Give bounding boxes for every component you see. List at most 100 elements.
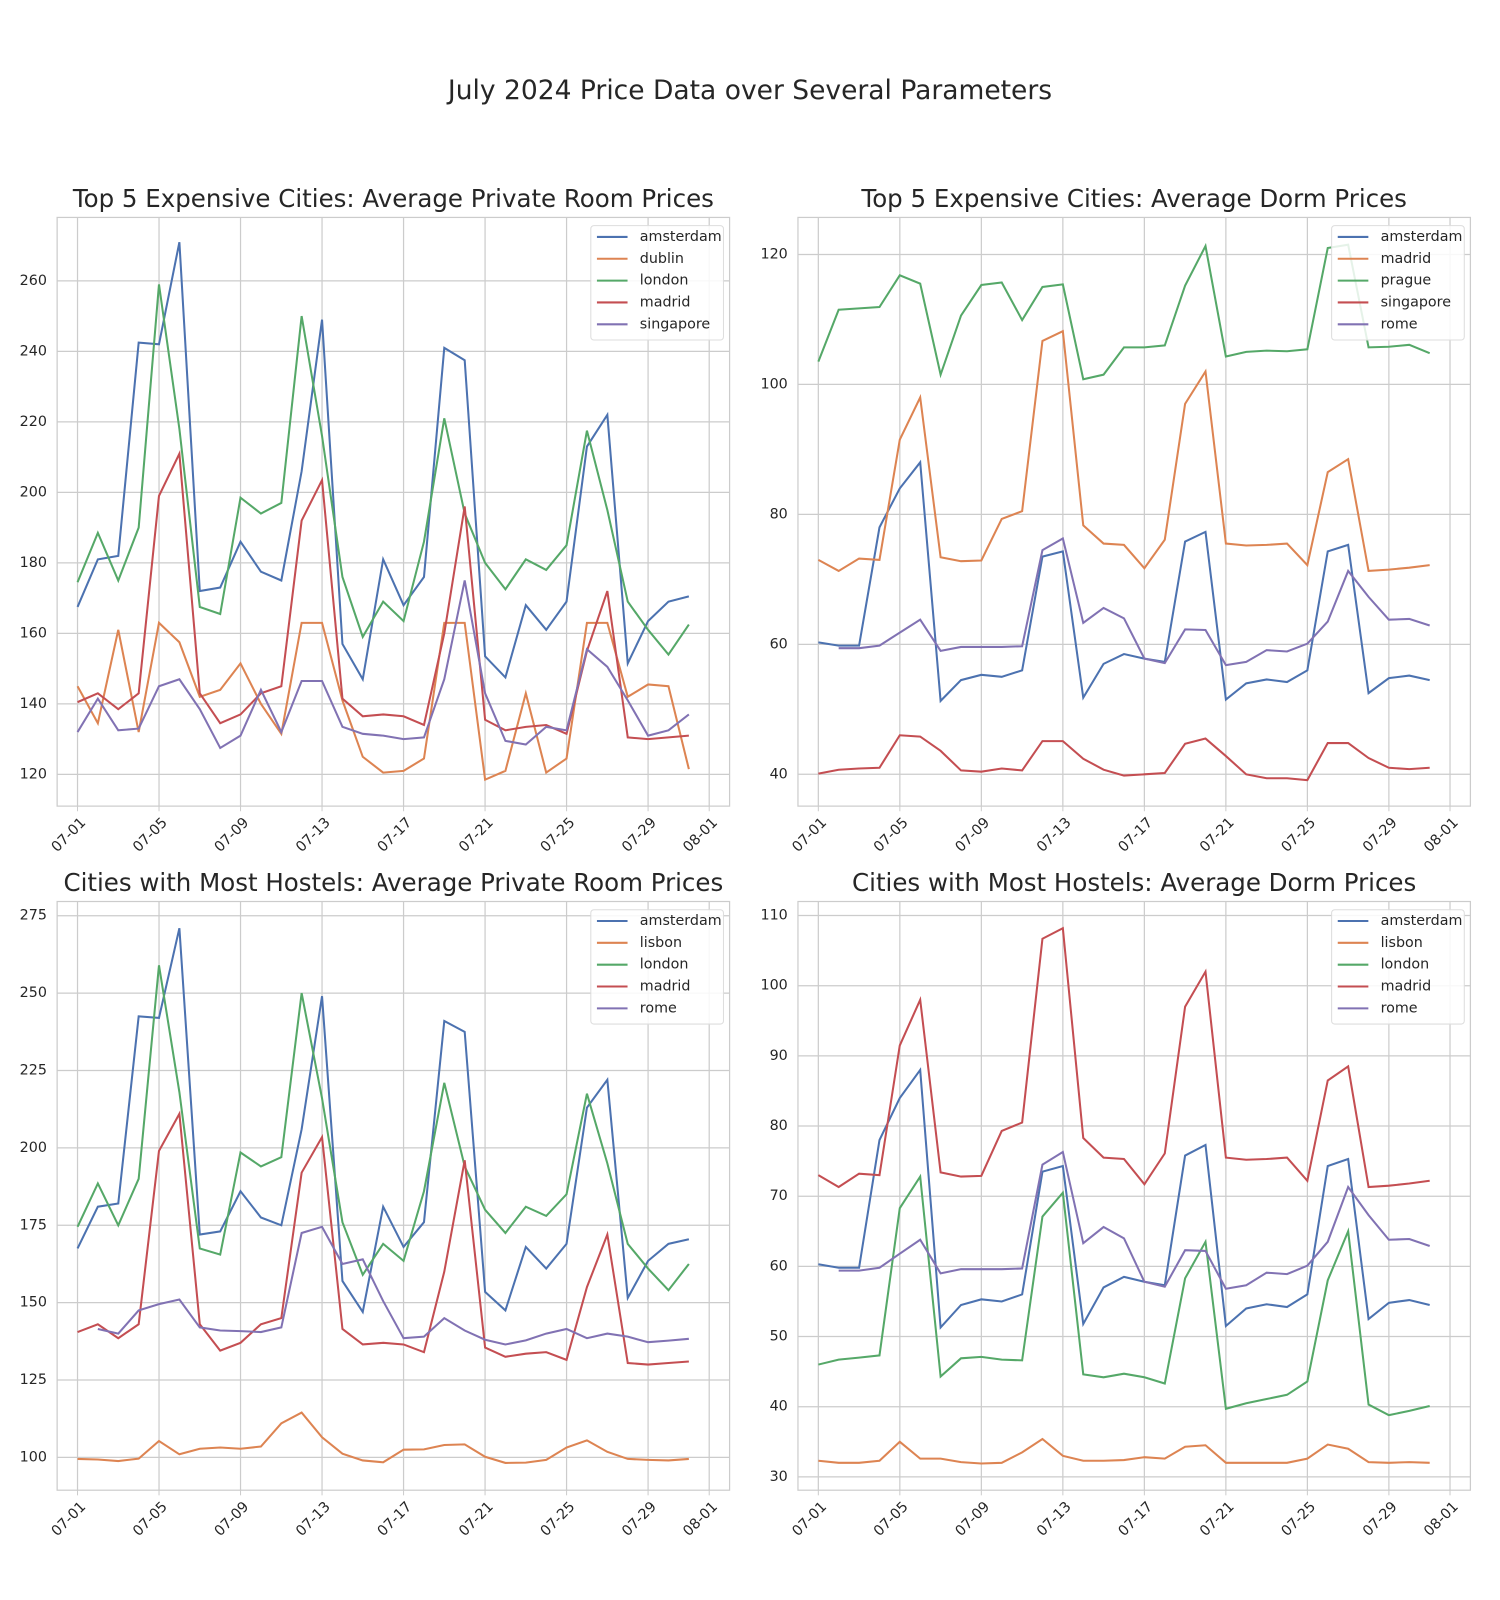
legend-label: london	[640, 273, 689, 289]
series-line	[76, 580, 690, 750]
y-tick-label: 40	[770, 1399, 788, 1415]
y-tick-label: 180	[20, 555, 47, 571]
legend-label: amsterdam	[640, 229, 722, 245]
y-tick-label: 200	[20, 1140, 47, 1156]
x-tick-label: 07-01	[789, 815, 830, 856]
x-tick-label: 07-05	[871, 1499, 912, 1540]
y-tick-label: 220	[20, 414, 47, 430]
series-line	[76, 284, 690, 657]
legend-label: amsterdam	[640, 913, 722, 929]
x-tick-label: 07-21	[1197, 1499, 1238, 1540]
x-tick-label: 07-25	[1279, 1499, 1320, 1540]
x-tick-label: 07-25	[538, 815, 579, 856]
legend-label: rome	[1381, 316, 1418, 332]
x-tick-label: 07-29	[1360, 815, 1401, 856]
series-line	[97, 1225, 689, 1346]
legend-label: madrid	[1381, 251, 1432, 267]
legend-label: london	[1381, 957, 1430, 973]
legend-label: rome	[1381, 1000, 1418, 1016]
y-tick-label: 60	[770, 1258, 788, 1274]
series-line	[818, 1173, 1430, 1417]
x-tick-label: 07-05	[871, 815, 912, 856]
x-tick-label: 07-01	[49, 1499, 90, 1540]
series-line	[818, 1067, 1430, 1330]
y-tick-label: 125	[20, 1372, 47, 1388]
x-tick-label: 07-09	[212, 1499, 253, 1540]
x-tick-label: 07-09	[952, 815, 993, 856]
series-line	[76, 965, 690, 1292]
x-tick-label: 07-13	[293, 815, 334, 856]
x-tick-label: 08-01	[1421, 1499, 1462, 1540]
x-tick-label: 07-21	[456, 815, 497, 856]
x-tick-label: 07-05	[130, 815, 171, 856]
y-tick-label: 250	[20, 985, 47, 1001]
x-tick-label: 07-21	[456, 1499, 497, 1540]
y-tick-label: 110	[760, 908, 787, 924]
legend-label: lisbon	[640, 935, 682, 951]
legend-label: madrid	[640, 979, 691, 995]
y-tick-label: 150	[20, 1295, 47, 1311]
x-tick-label: 07-05	[130, 1499, 171, 1540]
series-line	[818, 734, 1430, 782]
legend-box	[1331, 909, 1465, 1025]
legend-label: london	[640, 957, 689, 973]
series-line	[77, 1411, 689, 1464]
x-tick-label: 07-25	[538, 1499, 579, 1540]
legend-label: dublin	[640, 251, 684, 267]
series-line	[76, 241, 690, 683]
y-tick-label: 175	[20, 1217, 47, 1233]
legend-label: rome	[640, 1000, 677, 1016]
x-tick-label: 07-13	[1034, 815, 1075, 856]
x-tick-label: 08-01	[680, 1499, 721, 1540]
x-tick-label: 07-13	[1034, 1499, 1075, 1540]
y-tick-label: 50	[770, 1329, 788, 1345]
y-tick-label: 275	[20, 908, 47, 924]
x-tick-label: 07-13	[293, 1499, 334, 1540]
chart-title: Cities with Most Hostels: Average Privat…	[63, 868, 723, 897]
y-tick-label: 100	[20, 1449, 47, 1465]
x-tick-label: 07-25	[1279, 815, 1320, 856]
y-tick-label: 70	[770, 1188, 788, 1204]
x-tick-label: 08-01	[680, 815, 721, 856]
x-tick-label: 07-29	[1360, 1499, 1401, 1540]
legend-label: amsterdam	[1381, 229, 1463, 245]
x-tick-label: 07-29	[619, 1499, 660, 1540]
series-line	[838, 1150, 1431, 1290]
y-tick-label: 225	[20, 1062, 47, 1078]
y-tick-label: 100	[760, 978, 787, 994]
y-tick-label: 120	[760, 246, 787, 262]
series-line	[76, 927, 690, 1315]
legend-label: madrid	[1381, 979, 1432, 995]
x-tick-label: 07-21	[1197, 815, 1238, 856]
legend-label: prague	[1381, 273, 1432, 289]
y-tick-label: 100	[760, 376, 787, 392]
series-line	[76, 620, 690, 782]
x-tick-label: 07-17	[1116, 815, 1157, 856]
x-tick-label: 07-01	[789, 1499, 830, 1540]
legend-label: amsterdam	[1381, 913, 1463, 929]
legend-box	[1331, 225, 1465, 341]
chart-title: Cities with Most Hostels: Average Dorm P…	[852, 868, 1416, 897]
y-tick-label: 60	[770, 636, 788, 652]
chart-title: Top 5 Expensive Cities: Average Private …	[72, 184, 714, 213]
series-line	[817, 926, 1430, 1189]
y-tick-label: 240	[20, 343, 47, 359]
x-tick-label: 07-17	[1116, 1499, 1157, 1540]
y-tick-label: 120	[20, 766, 47, 782]
series-line	[817, 242, 1431, 381]
x-tick-label: 08-01	[1421, 815, 1462, 856]
legend-label: singapore	[640, 316, 711, 332]
y-tick-label: 30	[770, 1469, 788, 1485]
legend-label: madrid	[640, 294, 691, 310]
legend-box	[590, 225, 724, 341]
legend-box	[590, 909, 724, 1025]
series-line	[818, 459, 1430, 704]
legend-label: singapore	[1381, 294, 1452, 310]
x-tick-label: 07-17	[375, 1499, 416, 1540]
y-tick-label: 200	[20, 484, 47, 500]
x-tick-label: 07-17	[375, 815, 416, 856]
y-tick-label: 140	[20, 696, 47, 712]
chart-title: Top 5 Expensive Cities: Average Dorm Pri…	[860, 184, 1407, 213]
series-line	[77, 1110, 689, 1366]
